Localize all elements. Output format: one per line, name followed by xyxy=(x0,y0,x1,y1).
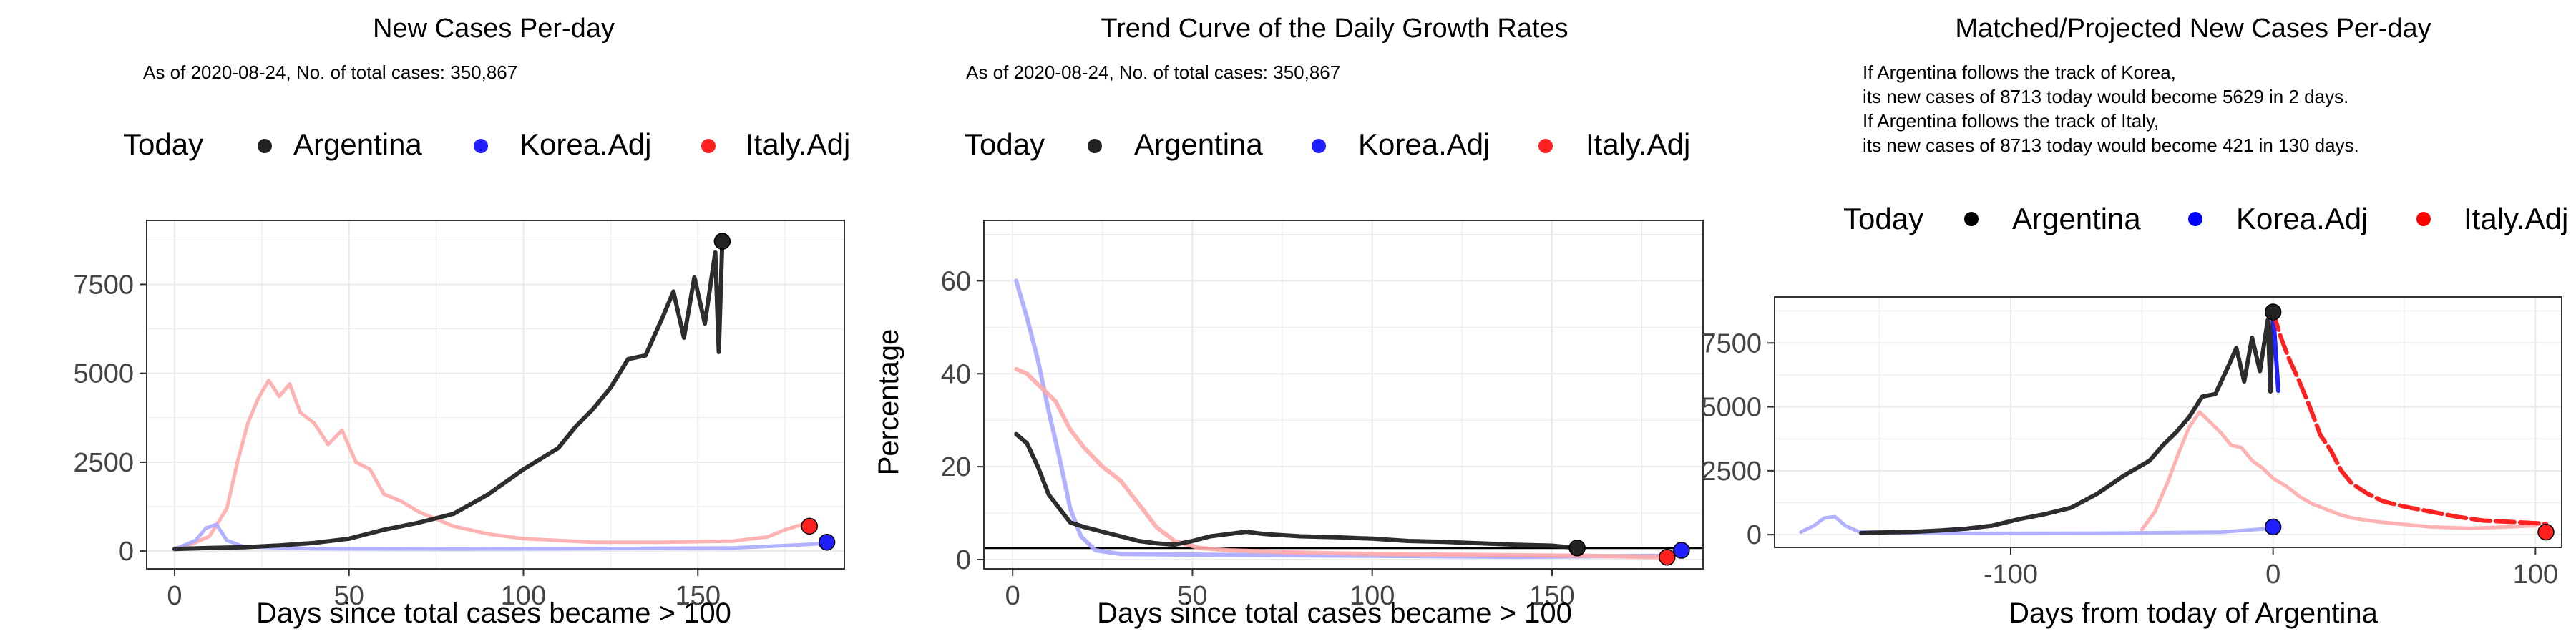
endpoint-marker xyxy=(2537,523,2555,541)
legend-label-argentina: Argentina xyxy=(293,127,422,161)
legend-key-italy xyxy=(2416,212,2431,226)
series-line-argentina xyxy=(1859,310,2275,535)
legend-label-korea: Korea.Adj xyxy=(1358,127,1490,161)
endpoint-marker xyxy=(801,517,818,535)
endpoint-marker xyxy=(2264,303,2282,321)
x-axis-label: Days since total cases became > 100 xyxy=(1097,597,1572,629)
plot-background xyxy=(147,220,844,569)
panel-new-cases: New Cases Per-day As of 2020-08-24, No. … xyxy=(73,14,850,629)
x-axis-label: Days from today of Argentina xyxy=(2009,597,2379,629)
legend-key-argentina xyxy=(1088,139,1102,153)
y-tick-label: 2500 xyxy=(1701,457,1762,487)
endpoint-marker xyxy=(1673,542,1690,559)
y-tick-label: 60 xyxy=(941,266,971,296)
endpoint-marker xyxy=(2264,518,2282,536)
y-tick-label: 20 xyxy=(941,452,971,482)
series-line-argentina xyxy=(172,239,725,552)
x-tick-label: 0 xyxy=(2265,560,2280,590)
legend-key-korea xyxy=(1312,139,1326,153)
endpoint-marker xyxy=(1568,540,1586,557)
legend: Today Argentina Korea.Adj Italy.Adj xyxy=(1843,202,2568,235)
legend-label-korea: Korea.Adj xyxy=(2236,202,2368,235)
x-tick-label: 0 xyxy=(167,581,182,611)
chart-title: Matched/Projected New Cases Per-day xyxy=(1955,14,2431,44)
series-line-italy xyxy=(172,379,811,550)
panel-projected: Matched/Projected New Cases Per-day If A… xyxy=(1701,14,2568,629)
y-tick-label: 5000 xyxy=(1701,393,1762,423)
legend-key-korea xyxy=(2188,212,2202,226)
y-tick-label: 0 xyxy=(119,537,134,567)
plot-panel: 0 50 100 150 0 20 40 60 xyxy=(941,220,1704,611)
legend-title: Today xyxy=(123,127,203,161)
legend-label-italy: Italy.Adj xyxy=(746,127,850,161)
y-axis-label: Percentage xyxy=(873,329,904,476)
legend-key-italy xyxy=(1538,139,1553,153)
annotation-line: its new cases of 8713 today would become… xyxy=(1863,86,2348,107)
y-tick-label: 7500 xyxy=(1701,328,1762,358)
annotation-line: If Argentina follows the track of Italy, xyxy=(1863,110,2159,132)
plot-background xyxy=(984,220,1703,569)
chart-title: New Cases Per-day xyxy=(373,14,615,44)
legend-key-argentina xyxy=(258,139,272,153)
x-tick-label: 50 xyxy=(334,581,364,611)
x-tick-label: 100 xyxy=(501,581,546,611)
endpoint-marker xyxy=(713,233,731,250)
legend-label-italy: Italy.Adj xyxy=(1586,127,1690,161)
chart-subtitle: As of 2020-08-24, No. of total cases: 35… xyxy=(966,62,1340,83)
legend-key-italy xyxy=(701,139,716,153)
plot-background xyxy=(1775,297,2562,547)
projection-line-italy xyxy=(2270,310,2548,527)
x-tick-label: 150 xyxy=(675,581,721,611)
endpoint-marker xyxy=(1659,549,1676,566)
chart-title: Trend Curve of the Daily Growth Rates xyxy=(1101,14,1568,44)
series-line-italy xyxy=(1014,366,1669,560)
y-tick-label: 7500 xyxy=(73,270,134,300)
series-line-argentina xyxy=(1014,431,1580,550)
legend: Today Argentina Korea.Adj Italy.Adj xyxy=(965,127,1690,161)
legend: Today Argentina Korea.Adj Italy.Adj xyxy=(123,127,850,161)
legend-label-italy: Italy.Adj xyxy=(2464,202,2568,235)
y-tick-label: 5000 xyxy=(73,359,134,389)
series-line-korea xyxy=(1799,514,2275,535)
legend-key-argentina xyxy=(1964,212,1979,226)
panel-border xyxy=(983,220,1704,570)
projection-line-korea xyxy=(2270,310,2280,394)
panel-border xyxy=(146,220,845,570)
y-tick-label: 2500 xyxy=(73,448,134,478)
plot-panel: -100 0 100 0 2500 5000 7500 xyxy=(1701,296,2562,590)
x-tick-label: 150 xyxy=(1529,581,1574,611)
annotation-block: If Argentina follows the track of Korea,… xyxy=(1863,62,2359,156)
x-tick-label: 50 xyxy=(1177,581,1207,611)
legend-title: Today xyxy=(1843,202,1923,235)
plot-panel: 0 50 100 150 0 2500 5000 7500 xyxy=(73,220,845,611)
legend-title: Today xyxy=(965,127,1045,161)
y-tick-label: 40 xyxy=(941,359,971,389)
x-tick-label: 0 xyxy=(1005,581,1020,611)
endpoint-marker xyxy=(818,533,836,551)
series-line-korea xyxy=(172,522,829,552)
x-tick-label: 100 xyxy=(1350,581,1395,611)
x-tick-label: 100 xyxy=(2513,560,2558,590)
panel-growth-rates: Trend Curve of the Daily Growth Rates As… xyxy=(873,14,1704,629)
y-tick-label: 0 xyxy=(1747,520,1762,550)
x-tick-label: -100 xyxy=(1984,560,2038,590)
legend-label-argentina: Argentina xyxy=(2012,202,2141,235)
legend-label-argentina: Argentina xyxy=(1134,127,1263,161)
series-line-italy xyxy=(2140,410,2537,532)
chart-subtitle: As of 2020-08-24, No. of total cases: 35… xyxy=(143,62,517,83)
annotation-line: its new cases of 8713 today would become… xyxy=(1863,135,2359,156)
legend-label-korea: Korea.Adj xyxy=(519,127,651,161)
panel-border xyxy=(1774,296,2562,548)
annotation-line: If Argentina follows the track of Korea, xyxy=(1863,62,2176,83)
x-axis-label: Days since total cases became > 100 xyxy=(256,597,731,629)
y-tick-label: 0 xyxy=(956,545,971,575)
legend-key-korea xyxy=(474,139,488,153)
